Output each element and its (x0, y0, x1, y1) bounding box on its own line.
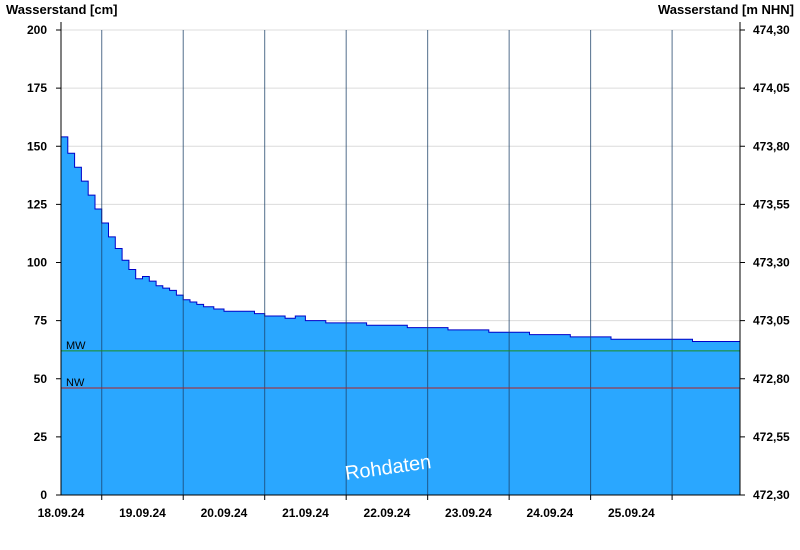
reference-label-mw: MW (66, 340, 86, 352)
y-tick-label-right: 473,05 (753, 314, 790, 328)
y-tick-label-right: 473,80 (753, 139, 790, 153)
y-tick-label-left: 175 (27, 81, 47, 95)
x-tick-label: 25.09.24 (608, 506, 655, 520)
y-tick-label-right: 472,30 (753, 488, 790, 502)
x-tick-label: 23.09.24 (445, 506, 492, 520)
x-tick-label: 19.09.24 (119, 506, 166, 520)
y-tick-label-right: 473,30 (753, 256, 790, 270)
x-tick-label: 22.09.24 (364, 506, 411, 520)
water-level-line (61, 136, 740, 342)
y-tick-label-left: 50 (34, 372, 48, 386)
y-tick-label-right: 474,30 (753, 23, 790, 37)
x-tick-label: 24.09.24 (527, 506, 574, 520)
vertical-grid (101, 30, 673, 495)
x-tick-label: 21.09.24 (282, 506, 329, 520)
x-tick-label: 20.09.24 (201, 506, 248, 520)
y-tick-label-right: 473,55 (753, 197, 790, 211)
x-tick-label: 18.09.24 (38, 506, 85, 520)
y-tick-label-right: 474,05 (753, 81, 790, 95)
axes (60, 22, 741, 496)
y-tick-label-left: 150 (27, 139, 47, 153)
y-tick-label-right: 472,55 (753, 430, 790, 444)
reference-label-nw: NW (66, 377, 85, 389)
water-level-area (61, 136, 740, 495)
y-tick-label-left: 200 (27, 23, 47, 37)
y-tick-label-left: 0 (40, 488, 47, 502)
y-tick-label-right: 472,80 (753, 372, 790, 386)
y-axis-left-title: Wasserstand [cm] (6, 2, 118, 17)
y-tick-label-left: 100 (27, 256, 47, 270)
y-tick-label-left: 25 (34, 430, 48, 444)
tick-labels: 0 472,30 25 472,55 50 472,80 75 473,05 100 473,30… (27, 23, 790, 520)
y-tick-label-left: 75 (34, 314, 48, 328)
y-axis-right-title: Wasserstand [m NHN] (658, 2, 794, 17)
reference-lines: MW NW (61, 340, 740, 389)
y-tick-label-left: 125 (27, 197, 47, 211)
